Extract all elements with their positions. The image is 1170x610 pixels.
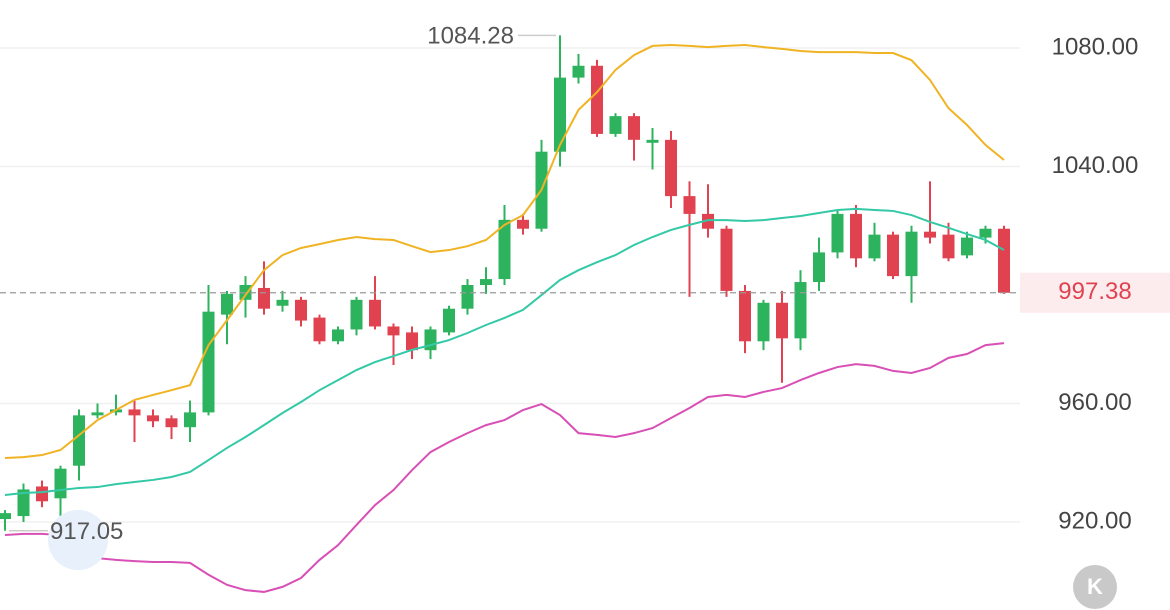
candle-body bbox=[942, 234, 955, 259]
candle-body bbox=[831, 213, 844, 253]
candle-body bbox=[702, 213, 714, 229]
band-line bbox=[4, 207, 1005, 497]
rotate-icon-bg[interactable] bbox=[48, 510, 108, 570]
candle-body bbox=[258, 287, 270, 309]
candle-body bbox=[0, 513, 11, 520]
candle-body bbox=[184, 412, 196, 428]
candle-body bbox=[554, 77, 566, 152]
candle-body bbox=[202, 311, 215, 413]
candle-body bbox=[924, 231, 936, 238]
candle-body bbox=[850, 213, 862, 259]
candle-body bbox=[332, 329, 344, 342]
candle-body bbox=[73, 415, 85, 466]
candle-body bbox=[646, 139, 659, 143]
candle-body bbox=[794, 282, 807, 339]
candle-body bbox=[776, 302, 788, 339]
candle-body bbox=[91, 412, 104, 416]
high-label: 1084.28 bbox=[427, 23, 514, 50]
y-tick-label: 1080.00 bbox=[1052, 33, 1139, 60]
y-tick-label: 1040.00 bbox=[1052, 152, 1139, 179]
candle-body bbox=[165, 418, 178, 428]
candle-body bbox=[276, 299, 289, 306]
candle-body bbox=[572, 65, 585, 78]
candle-body bbox=[591, 65, 603, 134]
candle-body bbox=[17, 489, 30, 517]
candle-body bbox=[387, 326, 400, 336]
candle-body bbox=[739, 290, 751, 342]
candle-body bbox=[961, 237, 973, 256]
candle-body bbox=[979, 228, 992, 238]
candle-body bbox=[36, 486, 48, 502]
candle-body bbox=[813, 252, 825, 283]
candle-body bbox=[461, 285, 474, 309]
band-line bbox=[4, 44, 1005, 460]
candle-body bbox=[905, 231, 918, 277]
collapse-button-label[interactable]: K bbox=[1087, 574, 1103, 599]
candle-body bbox=[295, 299, 307, 321]
collapse-button[interactable] bbox=[1073, 565, 1117, 609]
candle-body bbox=[54, 468, 67, 499]
candle-body bbox=[313, 317, 326, 342]
low-label: 917.05 bbox=[50, 518, 123, 545]
candle-body bbox=[887, 234, 899, 277]
last-price-box bbox=[1020, 272, 1170, 313]
candle-body bbox=[221, 293, 233, 315]
candle-body bbox=[443, 308, 455, 333]
candle-body bbox=[683, 196, 696, 214]
candle-body bbox=[350, 299, 363, 330]
candle-body bbox=[868, 234, 881, 259]
candle-body bbox=[406, 332, 418, 351]
candle-body bbox=[665, 139, 677, 197]
candle-body bbox=[720, 228, 733, 291]
candle-body bbox=[757, 302, 770, 342]
candle-body bbox=[480, 279, 492, 286]
candle-body bbox=[147, 415, 159, 422]
candle-body bbox=[517, 219, 529, 229]
candle-body bbox=[609, 116, 622, 134]
candle-body bbox=[128, 409, 141, 416]
candle-body bbox=[369, 299, 381, 327]
last-price-label: 997.38 bbox=[1058, 278, 1131, 305]
candle-body bbox=[628, 116, 640, 140]
candle-body bbox=[998, 228, 1010, 293]
band-line bbox=[4, 342, 1005, 593]
y-tick-label: 920.00 bbox=[1058, 507, 1131, 534]
candle-body bbox=[498, 219, 511, 280]
y-tick-label: 960.00 bbox=[1058, 389, 1131, 416]
